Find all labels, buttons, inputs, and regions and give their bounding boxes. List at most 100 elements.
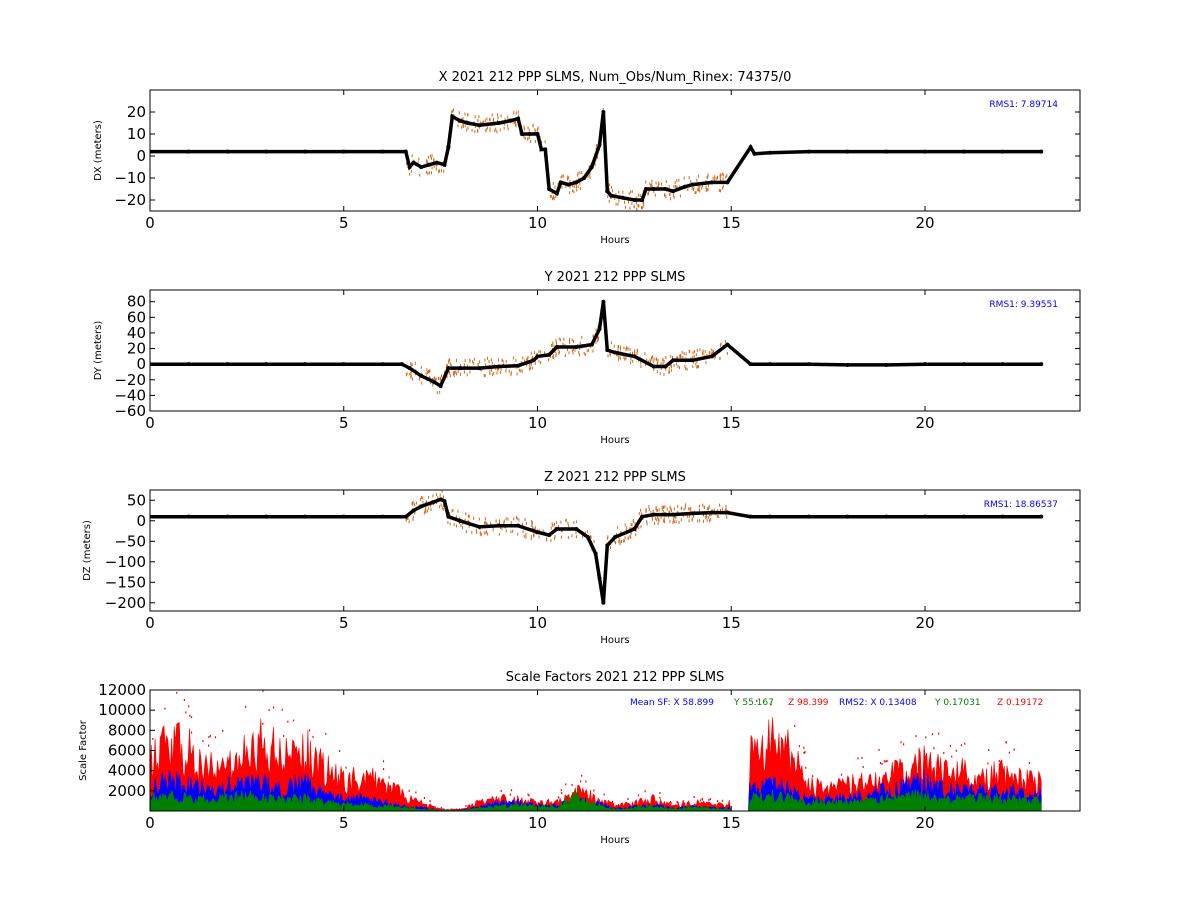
- error-point: [514, 123, 516, 127]
- error-point: [552, 523, 554, 527]
- error-point: [618, 190, 620, 194]
- error-point: [686, 515, 688, 519]
- data-point: [768, 514, 772, 519]
- error-point: [623, 346, 625, 350]
- error-point: [679, 366, 681, 370]
- error-point: [467, 519, 469, 523]
- y-tick-label: 20: [127, 340, 146, 358]
- data-point: [709, 510, 714, 515]
- outlier-point: [510, 789, 513, 792]
- error-point: [513, 120, 515, 124]
- error-point: [556, 341, 558, 345]
- error-point: [439, 505, 441, 509]
- outlier-point: [659, 796, 661, 799]
- error-point: [524, 127, 526, 131]
- error-point: [512, 356, 514, 360]
- data-point: [403, 514, 408, 519]
- outlier-point: [721, 799, 724, 802]
- error-point: [473, 516, 475, 520]
- error-point: [555, 354, 557, 358]
- error-point: [669, 510, 671, 514]
- error-point: [618, 345, 620, 349]
- error-point: [486, 530, 488, 534]
- error-point: [703, 513, 705, 517]
- error-point: [578, 350, 580, 354]
- error-point: [725, 504, 727, 508]
- error-point: [712, 176, 714, 180]
- error-point: [409, 372, 411, 376]
- error-point: [558, 525, 560, 529]
- error-point: [681, 506, 683, 510]
- error-point: [718, 189, 720, 193]
- error-point: [719, 356, 721, 360]
- error-point: [597, 336, 599, 340]
- error-point: [538, 535, 540, 539]
- outlier-point: [188, 705, 190, 708]
- x-axis-label: Hours: [600, 235, 629, 246]
- error-point: [544, 351, 546, 355]
- error-point: [530, 140, 532, 144]
- data-point: [923, 149, 927, 154]
- error-point: [478, 115, 480, 119]
- outlier-point: [627, 797, 629, 800]
- error-point: [527, 356, 529, 360]
- y-tick-label: 10: [127, 125, 146, 143]
- data-point: [554, 191, 559, 196]
- error-point: [681, 350, 683, 354]
- error-point: [452, 508, 454, 512]
- x-tick-label: 0: [145, 814, 155, 832]
- error-point: [412, 515, 414, 519]
- error-point: [505, 517, 507, 521]
- data-point: [961, 149, 966, 154]
- outlier-point: [560, 789, 562, 792]
- error-point: [707, 184, 709, 188]
- data-point: [597, 143, 602, 147]
- data-point: [597, 576, 602, 581]
- data-point: [516, 523, 521, 528]
- error-point: [466, 128, 468, 132]
- data-point: [535, 354, 540, 359]
- error-point: [567, 175, 569, 179]
- error-point: [445, 364, 447, 368]
- error-point: [407, 517, 409, 521]
- rms-label: RMS1: 7.89714: [989, 100, 1058, 110]
- outlier-point: [603, 793, 605, 796]
- error-point: [608, 199, 610, 203]
- error-point: [656, 518, 658, 522]
- error-point: [520, 361, 522, 365]
- error-point: [619, 345, 621, 349]
- error-point: [721, 507, 723, 511]
- error-point: [418, 157, 420, 161]
- error-point: [695, 362, 697, 366]
- error-point: [503, 126, 505, 130]
- error-point: [480, 368, 482, 372]
- error-point: [577, 173, 579, 177]
- data-point: [419, 165, 424, 169]
- data-point: [682, 184, 687, 189]
- data-point: [663, 512, 668, 517]
- error-point: [714, 178, 716, 182]
- error-point: [486, 126, 488, 130]
- error-point: [528, 367, 530, 371]
- error-point: [628, 192, 630, 196]
- data-point: [613, 350, 617, 355]
- data-point: [419, 373, 424, 378]
- error-point: [533, 527, 535, 531]
- error-point: [665, 367, 667, 371]
- data-point: [748, 145, 753, 150]
- series-trace: [150, 497, 1042, 604]
- error-point: [561, 174, 563, 178]
- data-point: [438, 384, 443, 389]
- axes-frame: [149, 489, 1081, 612]
- error-point: [494, 129, 496, 133]
- error-point: [630, 190, 632, 194]
- error-point: [530, 519, 532, 523]
- error-point: [453, 523, 455, 527]
- y-axis-label: DX (meters): [93, 120, 104, 181]
- rms-label: RMS1: 18.86537: [984, 500, 1058, 510]
- outlier-point: [268, 709, 270, 712]
- rms-label: RMS1: 9.39551: [989, 300, 1058, 310]
- error-point: [682, 356, 684, 360]
- error-point: [634, 521, 636, 525]
- error-point: [673, 520, 675, 524]
